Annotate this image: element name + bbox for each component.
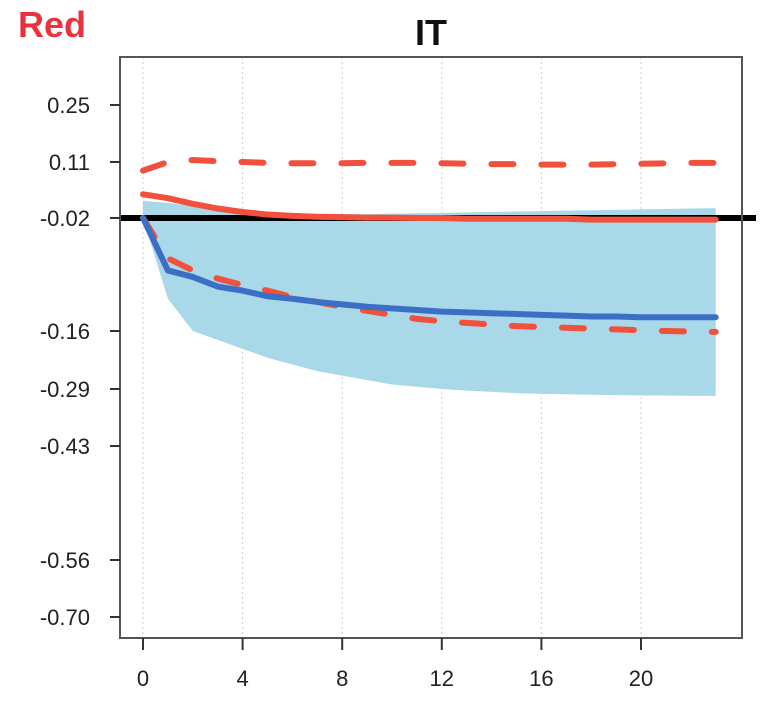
series-line-3 bbox=[140, 215, 719, 335]
x-tick-label: 0 bbox=[137, 666, 149, 691]
series-line-1 bbox=[140, 191, 719, 223]
y-tick-label: -0.02 bbox=[40, 206, 90, 231]
x-tick-label: 16 bbox=[529, 666, 553, 691]
y-tick-label: -0.70 bbox=[40, 605, 90, 630]
plot-frame bbox=[119, 56, 743, 639]
series-line-4 bbox=[140, 215, 719, 321]
plot-area: 0.25 0.11 -0.02 -0.16 -0.29 -0.43 -0.56 -0.70 0 4… bbox=[40, 56, 756, 691]
y-tick-label: 0.25 bbox=[47, 93, 90, 118]
corner-label: Red bbox=[18, 4, 87, 45]
x-tick-label: 20 bbox=[629, 666, 653, 691]
y-tick-label: -0.43 bbox=[40, 434, 90, 459]
series-line-2 bbox=[140, 156, 719, 174]
y-tick-label: -0.29 bbox=[40, 377, 90, 402]
x-tick-label: 8 bbox=[336, 666, 348, 691]
y-tick-label: -0.16 bbox=[40, 319, 90, 344]
x-tick-label: 4 bbox=[236, 666, 248, 691]
confidence-band bbox=[143, 200, 716, 396]
chart-title: IT bbox=[415, 12, 447, 53]
y-tick-label: 0.11 bbox=[49, 150, 90, 175]
y-tick-label: -0.56 bbox=[40, 548, 90, 573]
x-tick-label: 12 bbox=[430, 666, 454, 691]
